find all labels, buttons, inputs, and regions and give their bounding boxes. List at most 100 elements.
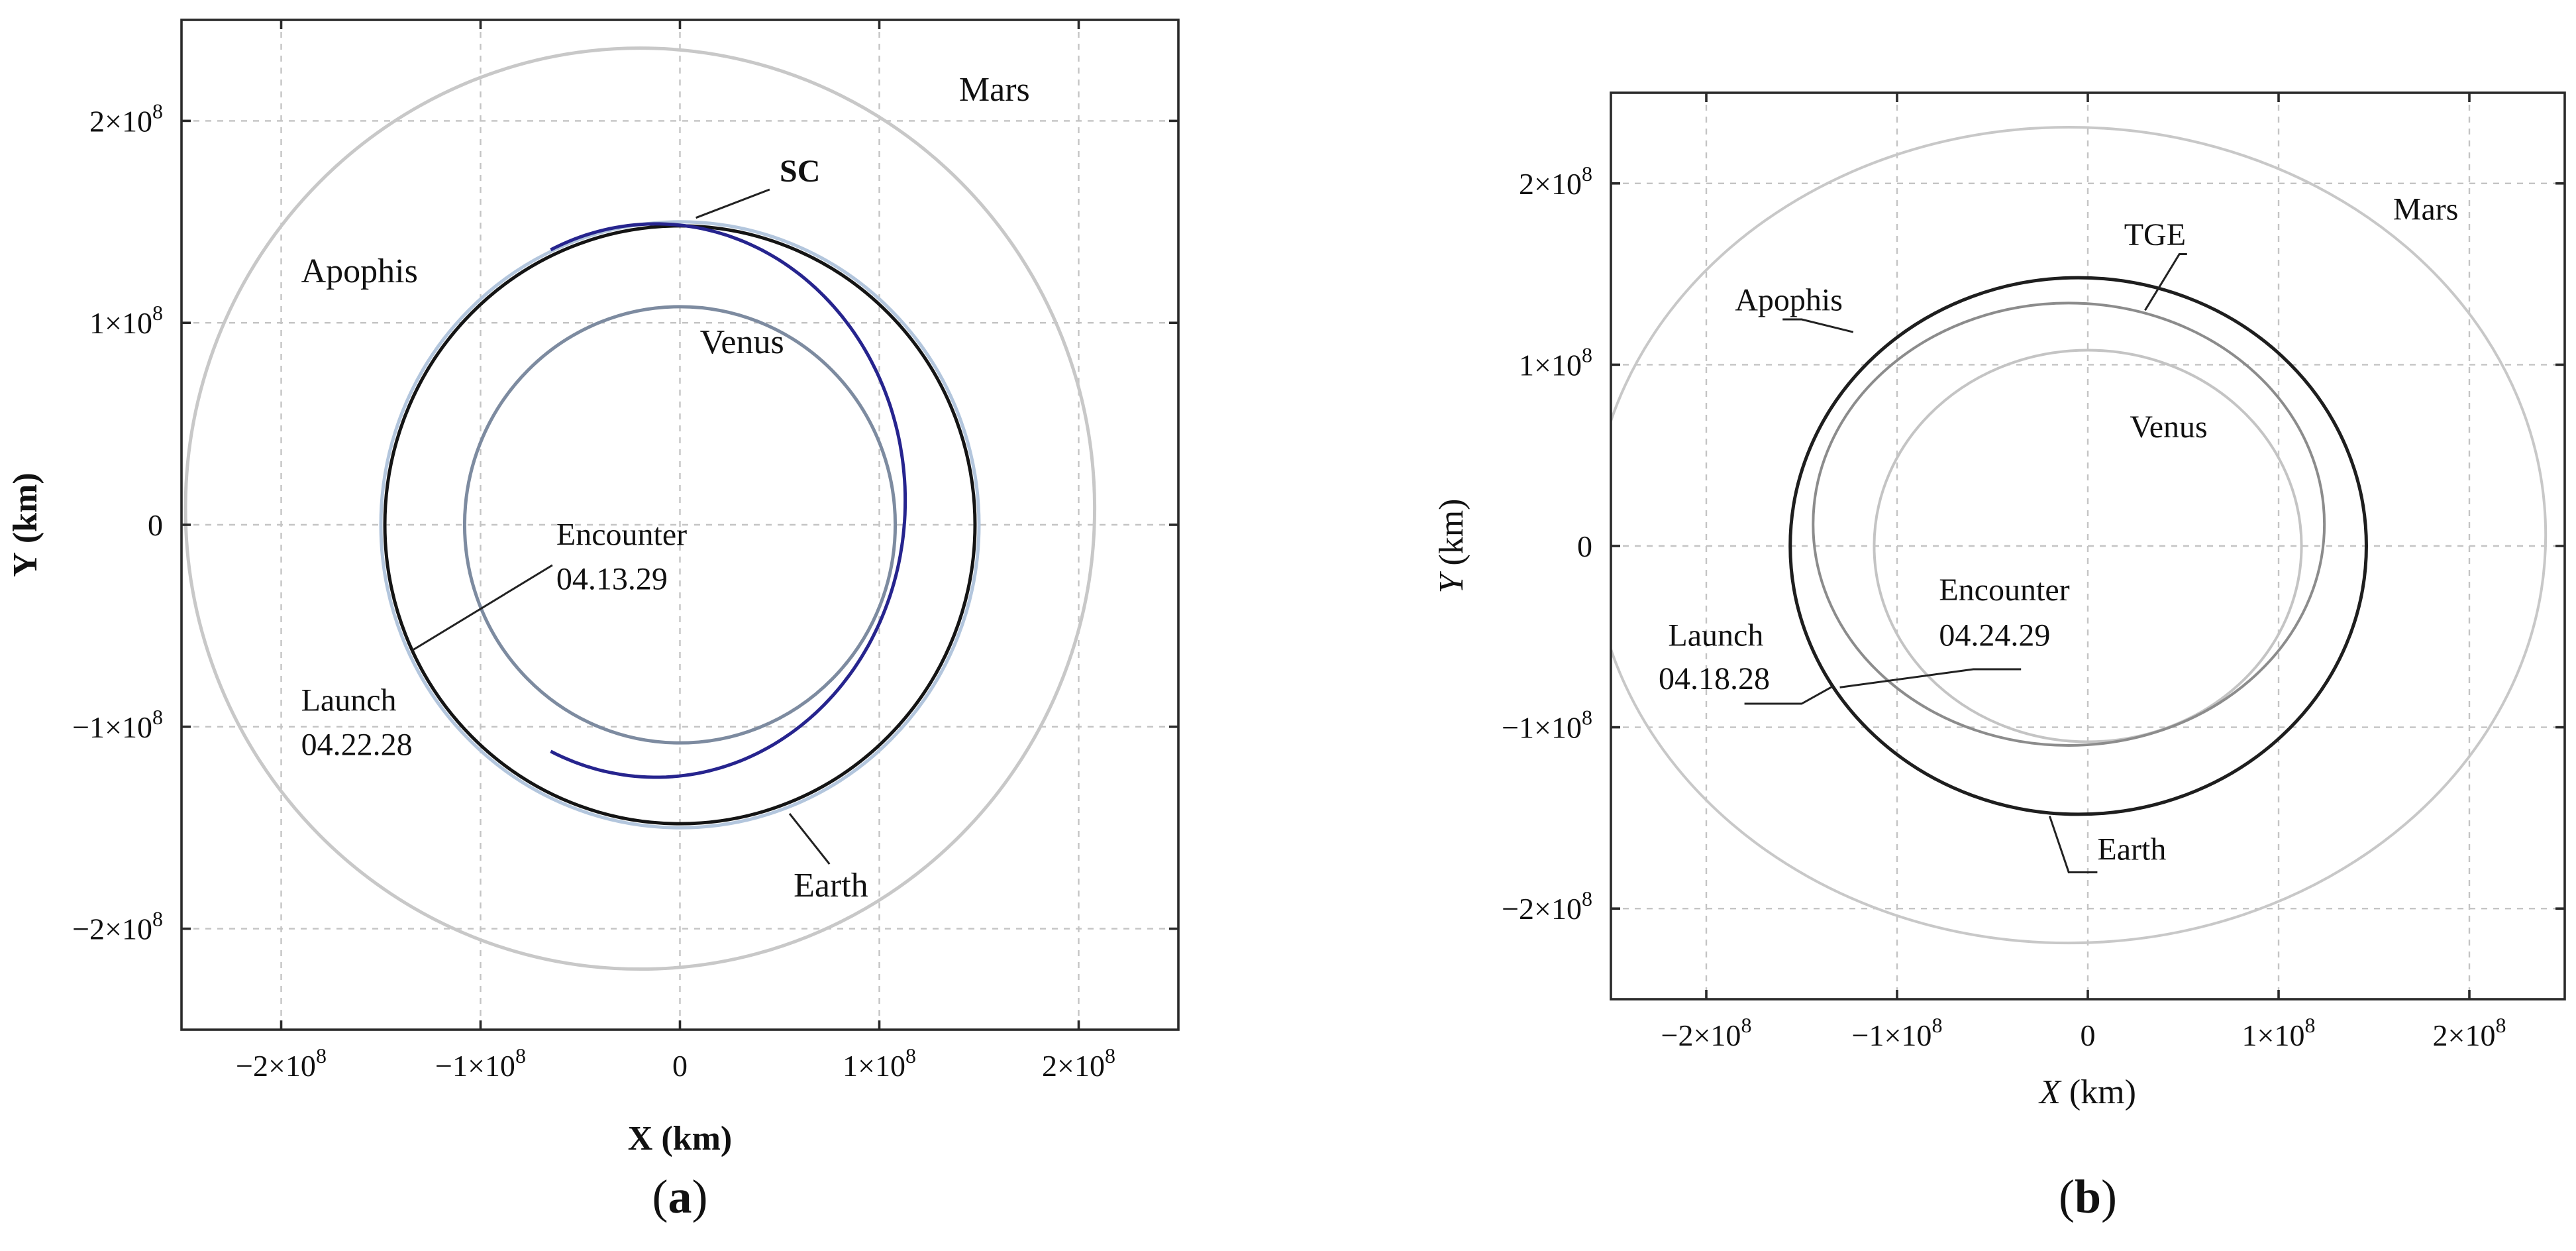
panel-a-series-group bbox=[183, 46, 1097, 971]
panel-a-annotation-encounter: Encounter bbox=[556, 517, 687, 552]
panel-b-ylabel-letter: Y bbox=[1433, 571, 1470, 594]
panel-b-annotation-earth: Earth bbox=[2097, 832, 2166, 867]
panel-a-xtick-label-exponent: 8 bbox=[1105, 1044, 1115, 1067]
panel-a-leader-line bbox=[788, 812, 831, 865]
panel-a-ytick-label: 1×108 bbox=[89, 301, 163, 340]
panel-b-xtick-label: 1×108 bbox=[2242, 1013, 2316, 1052]
panel-b-annotation-apophis: Apophis bbox=[1735, 282, 1843, 317]
panel-a-plot: −2×108 −1×108 0 1×108 2×1082×1081×1080−1×108… bbox=[7, 19, 1180, 1223]
panel-a-ticks: −2×108 −1×108 0 1×108 2×1082×1081×1080−1×108… bbox=[72, 20, 1178, 1083]
panel-b-xtick-label-mantissa: −2×10 bbox=[1661, 1018, 1741, 1052]
panel-b-caption: (b) bbox=[2059, 1170, 2117, 1223]
panel-a-xlabel-letter: X bbox=[628, 1120, 653, 1158]
panel-a-annotation-04-22-28: 04.22.28 bbox=[301, 727, 413, 762]
panel-b-ytick-label-mantissa: −2×10 bbox=[1502, 892, 1582, 926]
panel-b-ytick-label: 1×108 bbox=[1519, 343, 1592, 382]
panel-b-xtick-label: 0 bbox=[2081, 1018, 2096, 1052]
panel-b-xtick-label-mantissa: 0 bbox=[2081, 1018, 2096, 1052]
panel-b-xtick-label-mantissa: 1×10 bbox=[2242, 1018, 2305, 1052]
panel-b-ylabel-space bbox=[1433, 566, 1470, 574]
panel-b-xtick-label-exponent: 8 bbox=[1932, 1013, 1942, 1037]
panel-b-ytick-label: −2×108 bbox=[1502, 887, 1592, 926]
panel-a-xlabel-space bbox=[652, 1120, 661, 1158]
panel-b-series-group bbox=[1611, 126, 2547, 944]
panel-b-ytick-label-mantissa: 0 bbox=[1577, 529, 1592, 563]
panel-b-orbit-mars bbox=[1611, 126, 2547, 944]
panel-a-ytick-label-exponent: 8 bbox=[152, 99, 163, 123]
panel-a-annotation-sc: SC bbox=[780, 154, 820, 189]
panel-a-ytick-label: −2×108 bbox=[72, 907, 163, 946]
panel-a-ylabel-letter: Y bbox=[7, 552, 44, 577]
panel-a-xtick-label: −1×108 bbox=[435, 1044, 526, 1083]
panel-b-ytick-label-exponent: 8 bbox=[1582, 162, 1592, 186]
panel-a-annotation-launch: Launch bbox=[301, 682, 397, 718]
panel-b-xtick-label-mantissa: 2×10 bbox=[2433, 1018, 2496, 1052]
panel-a-ylabel-unit: (km) bbox=[7, 472, 44, 543]
panel-b-orbit-apophis bbox=[1812, 301, 2326, 747]
panel-b-ylabel: Y (km) bbox=[1433, 498, 1470, 593]
panel-b-ytick-label-exponent: 8 bbox=[1582, 343, 1592, 366]
panel-b-annotation-encounter: Encounter bbox=[1939, 572, 2069, 608]
panel-b-caption-open: ( bbox=[2059, 1170, 2075, 1223]
panel-a-orbit-apophis bbox=[550, 222, 907, 779]
panel-b-caption-letter: b bbox=[2075, 1170, 2101, 1223]
panel-a-xtick-label-exponent: 8 bbox=[905, 1044, 916, 1067]
panel-b-xtick-label-exponent: 8 bbox=[1741, 1013, 1751, 1037]
panel-a-ytick-label-exponent: 8 bbox=[152, 705, 163, 729]
panel-a-annotation-mars: Mars bbox=[959, 71, 1030, 109]
panel-b-leader-line bbox=[1744, 684, 1835, 705]
panel-a-ytick-label-mantissa: −2×10 bbox=[72, 912, 152, 946]
panel-b-xtick-label-exponent: 8 bbox=[2304, 1013, 2315, 1037]
panel-a-xtick-label-mantissa: 0 bbox=[672, 1049, 688, 1083]
panel-b-ytick-label-mantissa: −1×10 bbox=[1502, 711, 1582, 745]
panel-b-orbit-venus bbox=[1873, 349, 2303, 743]
panel-b-plot: −2×108 −1×108 0 1×108 2×1082×1081×1080−1×108… bbox=[1433, 91, 2566, 1223]
panel-b-xlabel-letter: X bbox=[2038, 1073, 2062, 1111]
panel-a-xlabel: X (km) bbox=[628, 1120, 732, 1158]
panel-a-ytick-label: 0 bbox=[148, 508, 163, 542]
panel-a-xtick-label-exponent: 8 bbox=[515, 1044, 526, 1067]
panel-a-xtick-label-mantissa: −1×10 bbox=[435, 1049, 515, 1083]
panel-b-annotation-mars: Mars bbox=[2393, 192, 2459, 227]
panel-a-caption-letter: a bbox=[668, 1170, 692, 1223]
panel-a-grid bbox=[181, 20, 1178, 1030]
panel-b-annotations: Mars TGE Apophis Venus Encounter 04.24.29 Laun… bbox=[1659, 192, 2458, 867]
panel-b-grid bbox=[1611, 93, 2565, 999]
panel-b-xtick-label: −1×108 bbox=[1852, 1013, 1943, 1052]
panel-b-ytick-label: 0 bbox=[1577, 529, 1592, 563]
panel-b-xtick-label-mantissa: −1×10 bbox=[1852, 1018, 1932, 1052]
panel-a-ytick-label-mantissa: −1×10 bbox=[72, 710, 152, 744]
panel-b-xlabel-space bbox=[2061, 1073, 2069, 1111]
panel-a-orbit-mars bbox=[183, 46, 1097, 971]
panel-b-ytick-label-exponent: 8 bbox=[1582, 706, 1592, 730]
panel-a-annotation-earth: Earth bbox=[794, 867, 868, 904]
panel-a-annotations: Mars SC Apophis Venus Encounter 04.13.29 Launc… bbox=[301, 71, 1030, 904]
panel-a-ytick-label-exponent: 8 bbox=[152, 907, 163, 931]
panel-b-leader-line bbox=[2048, 816, 2098, 873]
panel-a-caption: (a) bbox=[652, 1170, 708, 1223]
panel-a-xtick-label-mantissa: 1×10 bbox=[843, 1049, 905, 1083]
panel-b-ytick-label: 2×108 bbox=[1519, 162, 1592, 201]
panel-b-xlabel-unit: (km) bbox=[2069, 1073, 2136, 1111]
panel-b-leaders bbox=[1744, 253, 2187, 873]
panel-b-orbit-earth bbox=[1788, 276, 2368, 816]
panel-a-xtick-label-mantissa: −2×10 bbox=[236, 1049, 316, 1083]
panel-a-ytick-label-exponent: 8 bbox=[152, 301, 163, 325]
panel-b-annotation-venus: Venus bbox=[2130, 409, 2207, 445]
panel-a-annotation-venus: Venus bbox=[700, 323, 784, 361]
panel-a-xtick-label: −2×108 bbox=[236, 1044, 327, 1083]
panel-a-annotation-04-13-29: 04.13.29 bbox=[556, 562, 668, 597]
panel-a-xtick-label: 0 bbox=[672, 1049, 688, 1083]
panel-a-ytick-label: −1×108 bbox=[72, 705, 163, 744]
panel-b-xtick-label-exponent: 8 bbox=[2495, 1013, 2506, 1037]
panel-a-ytick-label-mantissa: 0 bbox=[148, 508, 163, 542]
panel-b-ytick-label-exponent: 8 bbox=[1582, 887, 1592, 910]
panel-b-leader-line bbox=[1782, 318, 1854, 333]
panel-a-xtick-label-exponent: 8 bbox=[316, 1044, 327, 1067]
panel-b-annotation-04-24-29: 04.24.29 bbox=[1939, 618, 2050, 653]
panel-b-ytick-label-mantissa: 1×10 bbox=[1519, 348, 1582, 382]
panel-a-ytick-label-mantissa: 2×10 bbox=[89, 104, 152, 138]
panel-a-caption-open: ( bbox=[652, 1170, 668, 1223]
panel-a-xtick-label: 1×108 bbox=[843, 1044, 916, 1083]
panel-b-annotation-launch: Launch bbox=[1668, 618, 1763, 653]
